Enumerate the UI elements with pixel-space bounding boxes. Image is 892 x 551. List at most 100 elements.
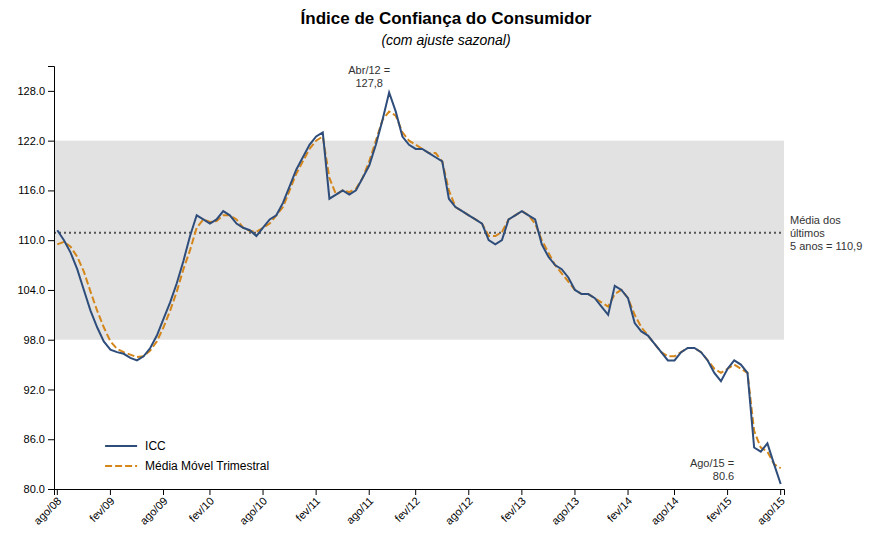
y-tick-mark: [48, 290, 54, 291]
x-tick-mark: [57, 489, 58, 495]
y-tick-mark: [48, 91, 54, 92]
legend-swatch: [105, 445, 137, 447]
annotation-line: Ago/15 =: [690, 457, 734, 469]
y-tick-label: 80.0: [24, 483, 45, 495]
x-tick-mark: [628, 489, 629, 495]
band: [54, 141, 784, 340]
y-tick: 80.0: [24, 483, 54, 495]
x-tick-mark: [727, 489, 728, 495]
legend-item: ICC: [105, 439, 166, 453]
x-tick-mark: [209, 489, 210, 495]
axis-line: [55, 490, 785, 496]
x-tick-label: fev/14: [605, 495, 635, 525]
x-tick: fev/13: [498, 489, 528, 524]
x-tick-label: ago/08: [31, 495, 63, 527]
x-tick: fev/14: [605, 489, 635, 524]
y-tick-label: 128.0: [17, 85, 45, 97]
x-tick: ago/14: [648, 489, 680, 527]
axis-line: [48, 67, 55, 490]
x-tick-mark: [369, 489, 370, 495]
x-tick-label: fev/15: [704, 495, 734, 525]
annotation-line: 80.6: [713, 470, 734, 482]
x-tick-mark: [263, 489, 264, 495]
annotation-line: 127,8: [355, 77, 383, 89]
texts: Média dosúltimos5 anos = 110,9 Abr/12 =12…: [348, 64, 862, 482]
y-tick: 128.0: [17, 85, 54, 97]
subtitle: (com ajuste sazonal): [381, 32, 510, 48]
y-tick-label: 86.0: [24, 433, 45, 445]
marks: [54, 93, 784, 484]
x-tick-mark: [110, 489, 111, 495]
plot: 80.0 86.0 92.0 98.0 104.0 110.0 116.0 122.0 128.…: [17, 64, 862, 527]
y-tick: 110.0: [18, 234, 54, 246]
title: Índice de Confiança do Consumidor: [301, 9, 592, 28]
x-tick-label: fev/10: [187, 495, 217, 525]
y-tick-mark: [48, 439, 54, 440]
y-tick-label: 122.0: [17, 135, 45, 147]
x-tick: ago/15: [755, 489, 787, 527]
series-line: [57, 93, 780, 484]
y-tick-mark: [48, 240, 54, 241]
x-tick-label: ago/09: [137, 495, 169, 527]
x-tick-mark: [780, 489, 781, 495]
mean-label-line: últimos: [790, 227, 825, 239]
y-tick-mark: [48, 141, 54, 142]
chart: Índice de Confiança do Consumidor (com aj…: [0, 0, 892, 551]
y-tick: 122.0: [17, 135, 54, 147]
y-tick-label: 116.0: [18, 184, 45, 196]
x-tick-label: fev/13: [498, 495, 528, 525]
x-axis: ago/08 fev/09 ago/09 fev/10 ago/10 fev/11 ago/…: [31, 489, 787, 527]
x-tick-label: ago/10: [237, 495, 269, 527]
mean-label-line: Média dos: [790, 214, 841, 226]
legend: ICC Média Móvel Trimestral: [105, 439, 269, 473]
x-tick-mark: [521, 489, 522, 495]
x-tick: fev/11: [293, 489, 322, 524]
annotation: Ago/15 =80.6: [690, 457, 734, 482]
annotation: Abr/12 =127,8: [348, 64, 390, 89]
x-tick-mark: [163, 489, 164, 495]
annotation-line: Abr/12 =: [348, 64, 390, 76]
x-tick-label: fev/12: [392, 495, 422, 525]
x-tick: fev/10: [187, 489, 217, 524]
x-tick-label: ago/14: [648, 495, 680, 527]
y-axis: 80.0 86.0 92.0 98.0 104.0 110.0 116.0 122.0 128.…: [17, 67, 54, 496]
x-tick-label: ago/15: [755, 495, 787, 527]
x-tick: fev/09: [87, 489, 117, 524]
legend-label: Média Móvel Trimestral: [145, 459, 269, 473]
y-tick-label: 104.0: [17, 284, 45, 296]
series-line: [57, 112, 780, 469]
x-tick-mark: [468, 489, 469, 495]
x-tick-label: ago/11: [344, 495, 376, 527]
x-tick: ago/10: [237, 489, 269, 527]
y-tick: 92.0: [24, 383, 54, 395]
x-tick-label: ago/12: [443, 495, 475, 527]
x-tick-mark: [415, 489, 416, 495]
y-tick-label: 98.0: [24, 334, 45, 346]
x-tick-mark: [574, 489, 575, 495]
x-tick: fev/15: [704, 489, 734, 524]
y-tick: 116.0: [18, 184, 54, 196]
legend-item: Média Móvel Trimestral: [105, 459, 269, 473]
x-tick: ago/12: [443, 489, 475, 527]
y-tick-mark: [48, 340, 54, 341]
mean-line: [54, 232, 784, 234]
y-tick: 98.0: [24, 334, 54, 346]
x-tick-mark: [674, 489, 675, 495]
y-tick: 86.0: [24, 433, 54, 445]
x-tick: fev/12: [392, 489, 422, 524]
x-tick-label: fev/09: [87, 495, 117, 525]
x-tick: ago/08: [31, 489, 63, 527]
y-tick-label: 110.0: [18, 234, 45, 246]
x-tick-label: fev/11: [293, 495, 322, 524]
mean-label-line: 5 anos = 110,9: [790, 240, 862, 252]
y-tick-mark: [48, 190, 54, 191]
legend-label: ICC: [145, 439, 166, 453]
y-tick: 104.0: [17, 284, 54, 296]
y-tick-mark: [48, 389, 54, 390]
x-tick: ago/09: [137, 489, 169, 527]
x-tick: ago/11: [344, 489, 376, 526]
mean-label: Média dosúltimos5 anos = 110,9: [790, 214, 862, 252]
y-tick-label: 92.0: [24, 383, 45, 395]
x-tick-label: ago/13: [549, 495, 581, 527]
y-tick-mark: [48, 489, 54, 490]
